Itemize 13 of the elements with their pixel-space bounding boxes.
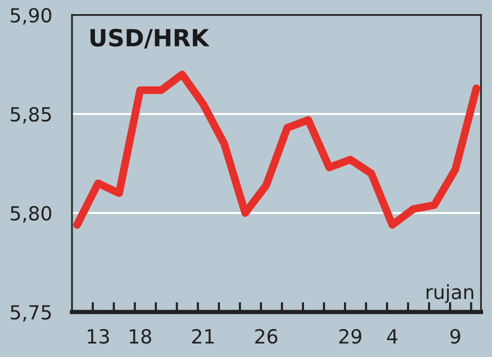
x-tick-label: 13 [88, 329, 109, 344]
x-tick-label: 29 [339, 329, 362, 344]
annotation: rujan [426, 284, 474, 304]
x-tick-label: 26 [255, 329, 278, 344]
x-tick-label: 21 [192, 329, 214, 344]
y-tick-label: 5,75 [10, 305, 51, 322]
y-tick-label: 5,85 [10, 106, 51, 124]
x-tick-label: 9 [450, 329, 460, 344]
x-tick-label: 4 [387, 329, 398, 344]
y-tick-label: 5,90 [10, 8, 52, 25]
y-tick-label: 5,80 [10, 206, 52, 223]
text: USD/HRK [90, 28, 210, 48]
x-tick-label: 18 [130, 329, 152, 344]
